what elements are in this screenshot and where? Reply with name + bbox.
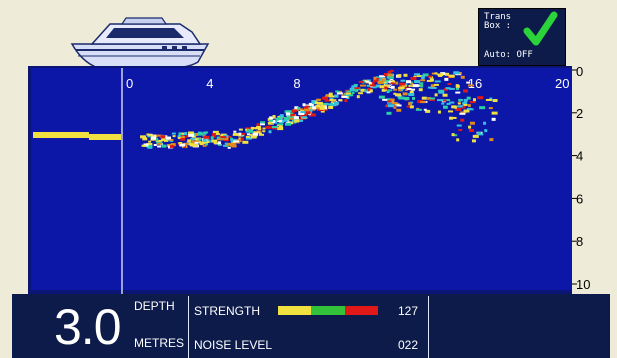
x-tick-label: 4 bbox=[206, 76, 213, 91]
depth-axis-tick-labels: 0 2 4 6 8 10 bbox=[572, 66, 590, 292]
units-label: METRES bbox=[134, 336, 185, 350]
depth-tick-label: 4 bbox=[576, 149, 583, 164]
noise-level-label: NOISE LEVEL bbox=[194, 338, 273, 352]
x-tick-label: 20 bbox=[555, 76, 569, 91]
x-tick-label: 16 bbox=[468, 76, 482, 91]
depth-readout-value: 3.0 bbox=[54, 299, 122, 355]
strength-value: 127 bbox=[398, 304, 419, 318]
readout-panel: 3.0 DEPTH METRES STRENGTH 127 NOISE LEVE… bbox=[12, 294, 610, 358]
strength-bar bbox=[278, 306, 378, 315]
depth-tick-label: 2 bbox=[576, 106, 583, 121]
strength-label: STRENGTH bbox=[194, 304, 260, 318]
noise-level-value: 022 bbox=[398, 338, 419, 352]
boat-icon bbox=[70, 17, 210, 69]
depth-label: DEPTH bbox=[134, 299, 175, 313]
depth-tick-label: 8 bbox=[576, 234, 583, 249]
trans-label-line1: Trans bbox=[484, 12, 512, 22]
depth-tick-label: 0 bbox=[576, 66, 583, 79]
depth-tick-label: 6 bbox=[576, 191, 583, 206]
trans-label-line2: Box : bbox=[484, 21, 512, 31]
auto-mode-status: Auto: OFF bbox=[484, 50, 533, 60]
transducer-box-status: Trans Box : Auto: OFF bbox=[478, 8, 566, 66]
sonar-echo-returns bbox=[140, 69, 498, 149]
strength-bar-high bbox=[344, 306, 378, 315]
strength-bar-mid bbox=[311, 306, 345, 315]
depth-tick-label: 10 bbox=[576, 277, 590, 292]
checkmark-icon bbox=[523, 11, 558, 46]
current-depth-marker bbox=[33, 132, 89, 138]
separator bbox=[428, 296, 429, 358]
x-tick-label: 8 bbox=[293, 76, 300, 91]
x-tick-label: 0 bbox=[126, 76, 133, 91]
strength-bar-low bbox=[278, 306, 312, 315]
separator bbox=[188, 296, 189, 358]
